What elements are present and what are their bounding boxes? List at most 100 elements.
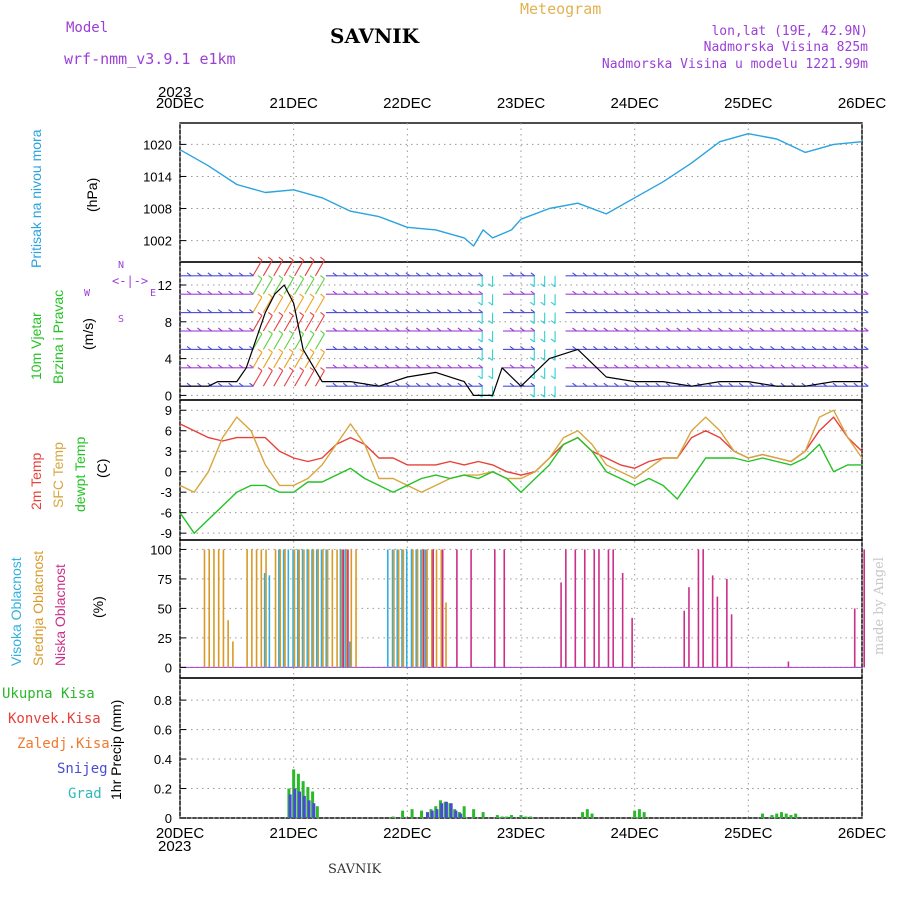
wind-arrow-head	[718, 364, 723, 369]
wind-arrow-head	[207, 345, 213, 350]
cloud-bar	[420, 549, 422, 668]
wind-arrow-head	[749, 364, 754, 369]
wind-arrow-head	[863, 345, 869, 350]
wind-arrow	[294, 315, 305, 332]
wind-arrow-head	[811, 364, 817, 369]
cloud-bar	[688, 587, 690, 668]
precip-unit: 1hr Precip (mm)	[108, 699, 124, 800]
wind-arrow-head	[540, 338, 546, 343]
wind-arrow-head	[718, 272, 723, 277]
wind-arrow-head	[749, 327, 754, 332]
wind-arrow-head	[676, 309, 682, 314]
x-tick-label-bottom: 26DEC	[838, 825, 887, 842]
wind-arrow-head	[186, 290, 192, 295]
wind-arrow-head	[288, 330, 294, 335]
pressure-ytick-label: 1008	[143, 202, 172, 217]
cloud-bar	[255, 549, 258, 668]
credit: made by Angel	[872, 557, 887, 655]
wind-arrow-head	[520, 272, 525, 277]
wind-arrow-head	[478, 290, 484, 295]
wind-arrow-head	[634, 364, 640, 369]
wind-arrow-head	[478, 272, 484, 277]
wind-arrow-head	[332, 382, 338, 387]
year-bottom: 2023	[158, 838, 192, 855]
wind-arrow-head	[530, 290, 536, 295]
wind-arrow-head	[197, 345, 202, 350]
wind-arrow-head	[624, 272, 629, 277]
wind-arrow	[273, 278, 284, 295]
wind-arrow	[314, 296, 325, 313]
precip-bar	[775, 813, 779, 818]
precip-bar	[440, 803, 444, 818]
wind-arrow-head	[863, 364, 869, 369]
wind-arrow	[304, 278, 315, 295]
cloud-bar	[336, 549, 338, 668]
wind-arrow-head	[436, 345, 442, 350]
wind-arrow-head	[228, 327, 234, 332]
wind-arrow-head	[749, 272, 754, 277]
wind-arrow-head	[529, 356, 535, 361]
wind-arrow-head	[309, 348, 315, 353]
wind-arrow-head	[530, 345, 536, 350]
wind-arrow-head	[676, 272, 682, 277]
wind-arrow-head	[299, 311, 304, 316]
precip-bar	[315, 806, 319, 818]
wind-arrow-head	[790, 290, 796, 295]
precip-bar	[425, 812, 429, 818]
wind-arrow	[273, 333, 284, 350]
wind-arrow-head	[268, 275, 273, 280]
wind-arrow-head	[790, 309, 796, 314]
wind-arrow-head	[582, 382, 588, 387]
cloud-ytick-label: 25	[158, 631, 172, 646]
cloud-bar	[331, 549, 334, 668]
wind-arrow	[314, 278, 325, 295]
wind-arrow-head	[624, 382, 629, 387]
wind-arrow	[252, 333, 263, 350]
precip-bar	[435, 809, 439, 818]
wind-arrow-head	[238, 327, 244, 332]
temp-line-1	[179, 409, 863, 493]
wind-arrow	[252, 351, 263, 369]
wind-ytick-label: 8	[165, 315, 172, 330]
wind-arrow-head	[634, 290, 640, 295]
wind-arrow-head	[447, 382, 452, 387]
wind-arrow-head	[332, 290, 338, 295]
wind-arrow-head	[467, 272, 473, 277]
wind-arrow-head	[863, 272, 869, 277]
wind-arrow-head	[718, 290, 723, 295]
legend-freezing: Zaledj.Kisa	[17, 736, 110, 752]
precip-bar	[312, 803, 316, 818]
pressure-ytick-label: 1020	[143, 137, 172, 152]
cloud-bar	[503, 549, 506, 668]
cloud-bar	[574, 549, 577, 668]
wind-arrow-head	[342, 382, 348, 387]
cloud-bar	[355, 549, 357, 668]
wind-arrow-head	[572, 382, 577, 387]
wind-ytick-label: 4	[165, 352, 172, 367]
wind-arrow-head	[832, 309, 838, 314]
wind-arrow-head	[426, 272, 431, 277]
precip-bar	[462, 806, 466, 818]
wind-arrow	[283, 370, 294, 387]
wind-arrow-head	[843, 309, 848, 314]
wind-arrow-head	[697, 364, 702, 369]
wind-arrow-head	[299, 348, 304, 353]
wind-arrow-head	[415, 309, 421, 314]
wind-arrow-head	[278, 348, 284, 353]
cloud-bar	[560, 582, 562, 668]
wind-arrow	[304, 296, 315, 313]
wind-arrow-head	[257, 256, 263, 261]
wind-arrow-head	[363, 327, 369, 332]
wind-arrow	[273, 351, 284, 369]
wind-arrow-head	[593, 382, 598, 387]
compass-east: E	[150, 288, 157, 299]
wind-arrow-head	[353, 290, 359, 295]
wind-arrow-head	[603, 327, 609, 332]
cloud-label-low: Niska Oblacnost	[52, 564, 68, 666]
wind-arrow	[294, 259, 305, 277]
wind-arrow-head	[665, 327, 671, 332]
cloud-bar	[424, 549, 427, 668]
wind-arrow-head	[186, 345, 192, 350]
wind-arrow-head	[770, 327, 775, 332]
precip-bar	[293, 788, 297, 818]
